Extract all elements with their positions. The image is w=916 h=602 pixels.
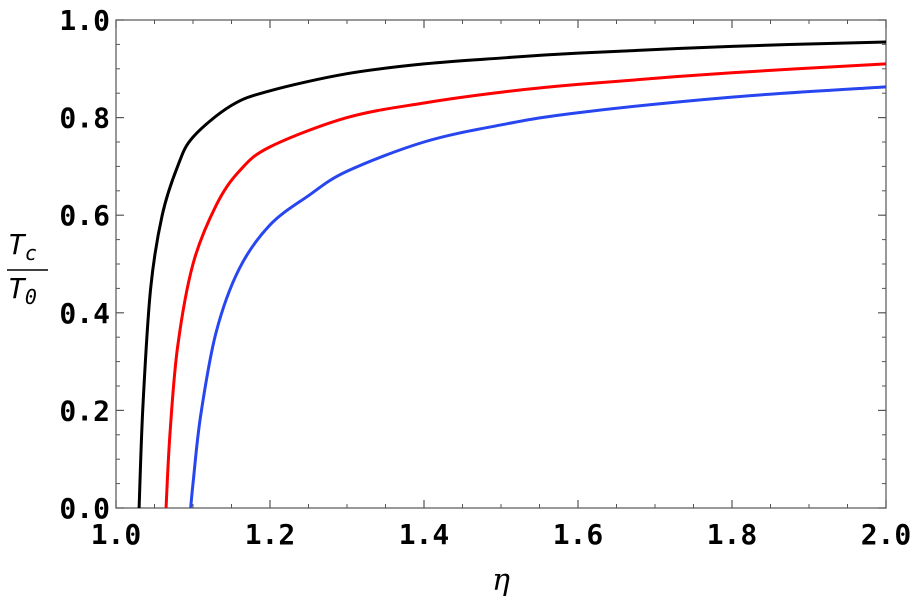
series-line-2 xyxy=(164,62,887,509)
ticks-layer xyxy=(115,19,887,509)
y-axis-title-numerator-subscript: c xyxy=(25,241,37,265)
y-axis-title-denominator: T0 xyxy=(8,272,37,309)
y-axis-title-numerator-symbol: T xyxy=(8,228,27,261)
x-tick-label: 1.2 xyxy=(245,518,296,551)
y-tick-label: 0.8 xyxy=(59,102,110,135)
x-tick-label: 1.0 xyxy=(91,518,142,551)
x-tick-label: 1.8 xyxy=(707,518,758,551)
labels-layer: 1.0 1.2 1.4 1.6 1.8 2.0 0.0 0.2 0.4 0.6 0.8 1.0 xyxy=(59,4,911,551)
y-axis-title-denominator-symbol: T xyxy=(8,272,27,305)
x-tick-label: 1.4 xyxy=(399,518,450,551)
x-tick-label: 2.0 xyxy=(861,518,912,551)
y-tick-label: 0.0 xyxy=(59,492,110,525)
y-tick-label: 0.4 xyxy=(59,297,110,330)
x-axis-title: η xyxy=(492,563,510,598)
series-layer xyxy=(137,40,887,509)
y-tick-label: 0.6 xyxy=(59,199,110,232)
y-tick-label: 1.0 xyxy=(59,4,110,37)
x-tick-label: 1.6 xyxy=(553,518,604,551)
y-axis-title-denominator-subscript: 0 xyxy=(25,285,37,309)
y-axis-title: Tc T0 xyxy=(7,228,48,309)
series-line-3 xyxy=(189,85,887,509)
y-tick-label: 0.2 xyxy=(59,394,110,427)
series-line-1 xyxy=(137,40,887,509)
y-axis-title-numerator: Tc xyxy=(8,228,37,265)
